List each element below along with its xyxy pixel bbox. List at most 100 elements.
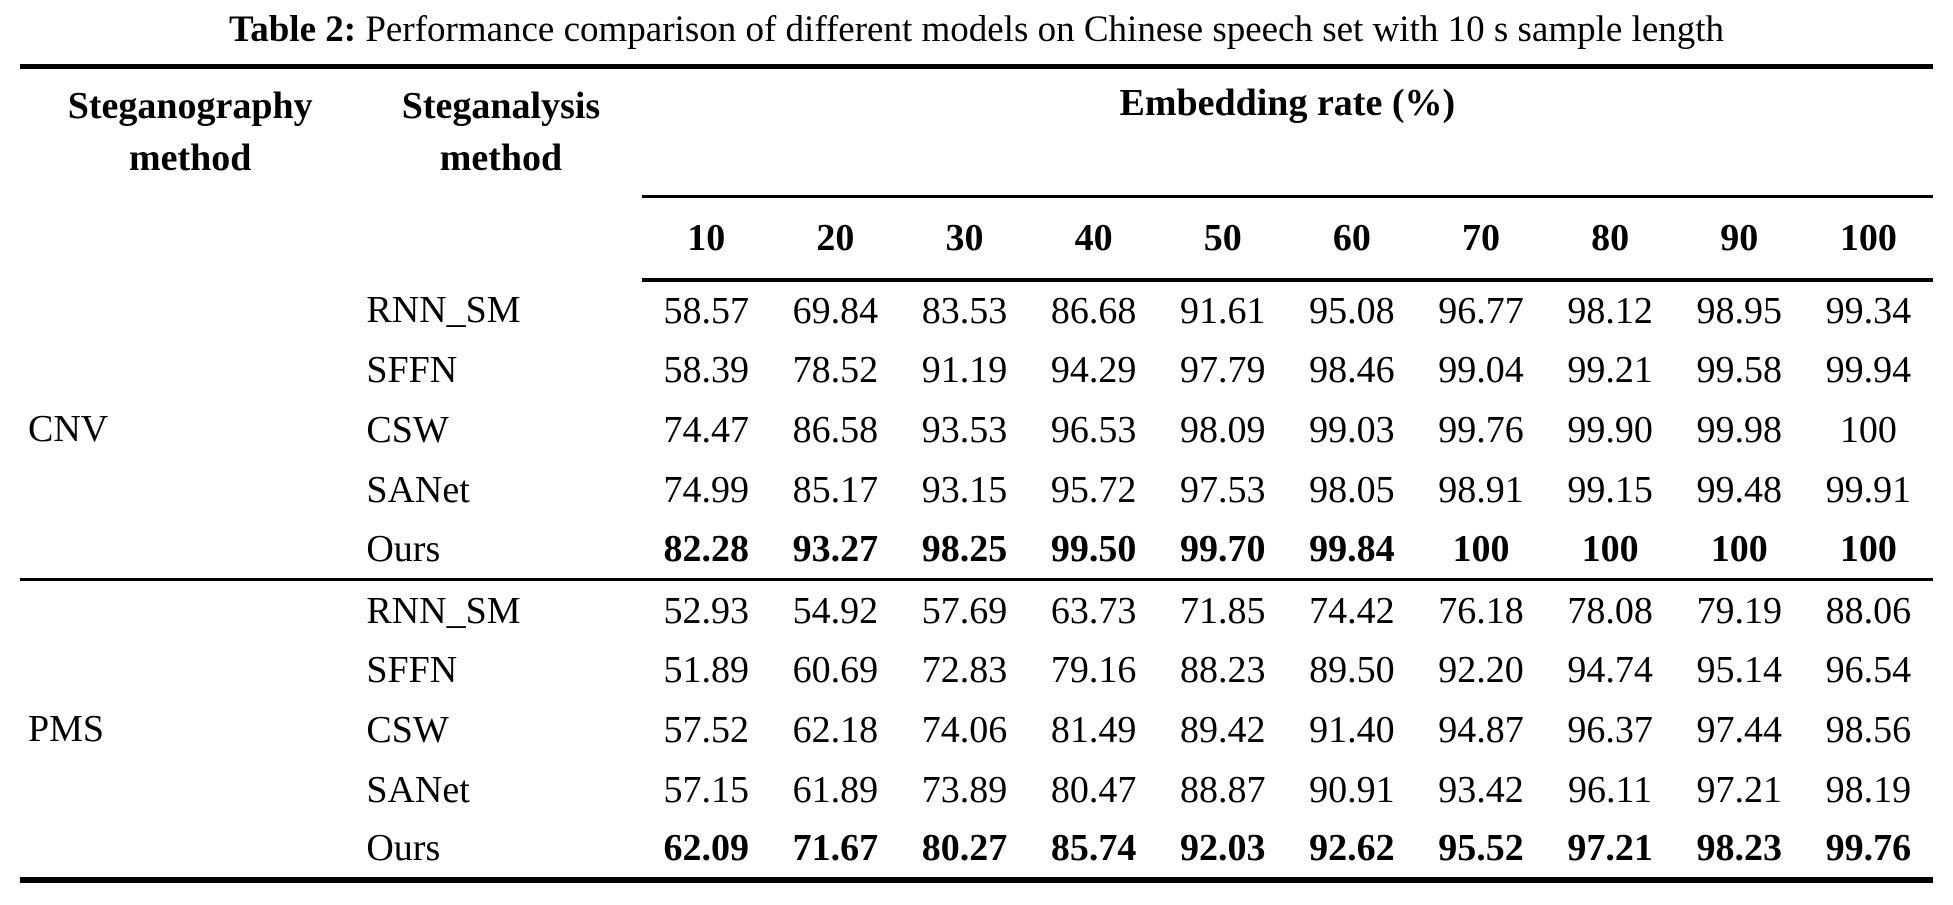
- method-label: Ours: [366, 827, 441, 870]
- table-row-pms-sanet: SANet 57.15 61.89 73.89 80.47 88.87 90.9…: [20, 760, 1933, 820]
- table-row-pms-sffn: SFFN 51.89 60.69 72.83 79.16 88.23 89.50…: [20, 640, 1933, 700]
- value-cell: 99.58: [1696, 348, 1782, 391]
- value-cell: 98.09: [1179, 408, 1266, 451]
- table-row-pms-csw: CSW 57.52 62.18 74.06 81.49 89.42 91.40 …: [20, 700, 1933, 760]
- value-cell: 99.03: [1309, 408, 1395, 451]
- value-cell: 99.15: [1567, 468, 1653, 511]
- value-cell: 91.19: [921, 348, 1008, 391]
- value-cell: 80.27: [921, 827, 1008, 870]
- method-label: SANet: [366, 468, 470, 511]
- value-cell: 69.84: [792, 289, 879, 332]
- value-cell: 93.53: [921, 408, 1008, 451]
- table-row-cnv-sffn: SFFN 58.39 78.52 91.19 94.29 97.79 98.46…: [20, 340, 1933, 400]
- value-cell: 99.70: [1179, 528, 1266, 571]
- value-cell: 63.73: [1029, 578, 1159, 640]
- col-header-rate-60: 60: [1287, 196, 1417, 282]
- table-row-cnv-rnnsm: CNV RNN_SM 58.57 69.84 83.53 86.68 91.61…: [20, 280, 1933, 450]
- value-cell: 58.57: [663, 289, 749, 332]
- value-cell: 61.89: [792, 768, 879, 811]
- col-header-rate-90: 90: [1674, 196, 1804, 282]
- value-cell: 91.61: [1179, 289, 1266, 332]
- value-cell: 60.69: [792, 648, 879, 691]
- table-row-pms-ours: Ours 62.09 71.67 80.27 85.74 92.03 92.62…: [20, 820, 1933, 880]
- value-cell: 62.09: [663, 827, 749, 870]
- value-cell: 98.19: [1825, 768, 1912, 811]
- method-label: SANet: [366, 768, 470, 811]
- performance-table: Steganography method Steganalysis method…: [20, 64, 1933, 883]
- value-cell: 96.37: [1567, 708, 1653, 751]
- value-cell: 97.21: [1567, 827, 1653, 870]
- value-cell: 98.05: [1309, 468, 1395, 511]
- value-cell: 97.21: [1696, 768, 1782, 811]
- steganography-header-line2: method: [128, 136, 252, 179]
- value-cell: 93.42: [1438, 768, 1524, 811]
- method-label: Ours: [366, 528, 441, 571]
- value-cell: 85.17: [792, 468, 879, 511]
- value-cell: 96.77: [1438, 289, 1524, 332]
- value-cell: 98.91: [1438, 468, 1524, 511]
- value-cell: 76.18: [1416, 578, 1546, 640]
- value-cell: 99.94: [1825, 348, 1912, 391]
- value-cell: 94.74: [1567, 648, 1653, 691]
- value-cell: 99.48: [1696, 468, 1782, 511]
- value-cell: 88.06: [1803, 578, 1933, 640]
- method-label: RNN_SM: [366, 288, 521, 331]
- value-cell: 78.52: [792, 348, 879, 391]
- value-cell: 85.74: [1050, 827, 1137, 870]
- value-cell: 95.14: [1696, 648, 1782, 691]
- table-row-cnv-sanet: SANet 74.99 85.17 93.15 95.72 97.53 98.0…: [20, 460, 1933, 520]
- value-cell: 100: [1581, 528, 1639, 571]
- value-cell: 99.34: [1825, 289, 1912, 332]
- value-cell: 91.40: [1309, 708, 1395, 751]
- value-cell: 94.87: [1438, 708, 1524, 751]
- col-header-rate-70: 70: [1416, 196, 1546, 282]
- value-cell: 71.67: [792, 827, 879, 870]
- value-cell: 99.76: [1825, 827, 1912, 870]
- steganography-header-line1: Steganography: [67, 85, 313, 128]
- value-cell: 88.23: [1179, 648, 1266, 691]
- value-cell: 74.42: [1287, 578, 1417, 640]
- value-cell: 98.46: [1309, 348, 1395, 391]
- value-cell: 97.79: [1179, 348, 1266, 391]
- group-label-pms: PMS: [20, 578, 361, 880]
- value-cell: 100: [1839, 408, 1897, 451]
- col-header-steganalysis-method: Steganalysis method: [360, 67, 641, 280]
- method-label: SFFN: [366, 648, 458, 691]
- value-cell: 97.53: [1179, 468, 1266, 511]
- value-cell: 100: [1839, 528, 1897, 571]
- value-cell: 100: [1710, 528, 1768, 571]
- value-cell: 83.53: [921, 289, 1008, 332]
- value-cell: 51.89: [663, 648, 749, 691]
- table-row-cnv-csw: CSW 74.47 86.58 93.53 96.53 98.09 99.03 …: [20, 400, 1933, 460]
- header-row-main: Steganography method Steganalysis method…: [20, 66, 1933, 199]
- value-cell: 98.56: [1825, 708, 1912, 751]
- value-cell: 73.89: [921, 768, 1008, 811]
- value-cell: 86.68: [1050, 289, 1137, 332]
- value-cell: 99.90: [1567, 408, 1653, 451]
- value-cell: 89.50: [1309, 648, 1395, 691]
- table-row-pms-rnnsm: PMS RNN_SM 52.93 54.92 57.69 63.73 71.85…: [20, 578, 1933, 880]
- value-cell: 99.04: [1438, 348, 1524, 391]
- table-caption-text: Performance comparison of different mode…: [356, 9, 1725, 50]
- value-cell: 78.08: [1545, 578, 1675, 640]
- col-header-rate-20: 20: [770, 196, 900, 282]
- value-cell: 93.15: [921, 468, 1008, 511]
- col-header-rate-80: 80: [1545, 196, 1675, 282]
- value-cell: 92.03: [1179, 827, 1266, 870]
- value-cell: 92.20: [1438, 648, 1524, 691]
- method-label: RNN_SM: [360, 578, 642, 640]
- value-cell: 96.53: [1050, 408, 1137, 451]
- value-cell: 93.27: [792, 528, 879, 571]
- value-cell: 79.19: [1674, 578, 1804, 640]
- value-cell: 97.44: [1696, 708, 1782, 751]
- value-cell: 57.69: [899, 578, 1029, 640]
- table-caption: Table 2: Performance comparison of diffe…: [0, 0, 1953, 52]
- table-row-cnv-ours: Ours 82.28 93.27 98.25 99.50 99.70 99.84…: [20, 520, 1933, 580]
- value-cell: 98.12: [1567, 289, 1653, 332]
- value-cell: 82.28: [663, 528, 749, 571]
- value-cell: 96.11: [1568, 768, 1653, 811]
- col-header-rate-40: 40: [1029, 196, 1159, 282]
- value-cell: 99.76: [1438, 408, 1524, 451]
- value-cell: 81.49: [1050, 708, 1137, 751]
